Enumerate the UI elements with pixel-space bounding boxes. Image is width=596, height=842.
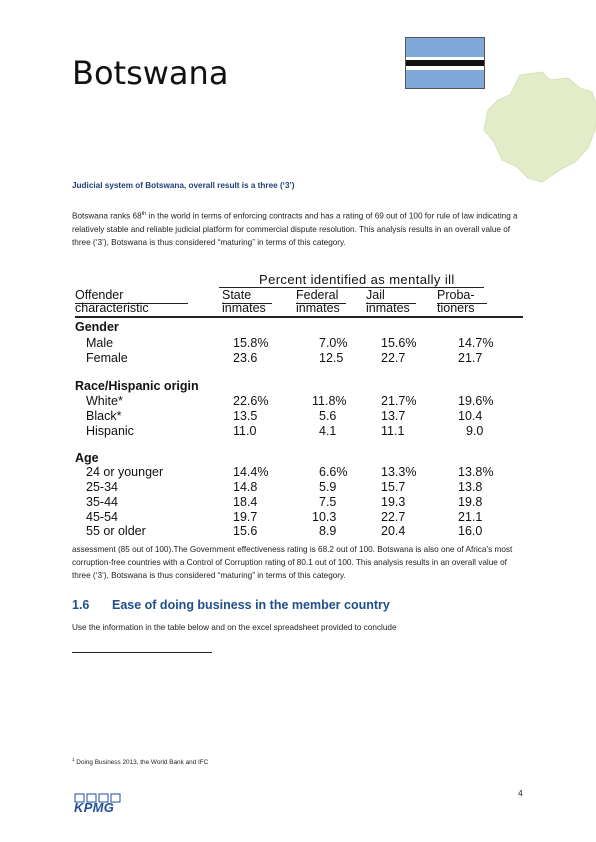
table-cell: 5.6 — [319, 409, 337, 423]
row-label: Female — [86, 351, 128, 365]
table-cell: 23.6 — [233, 351, 258, 365]
table-cell: 21.1 — [458, 510, 483, 524]
table-cell: 15.6% — [381, 336, 417, 350]
group-gender: Gender — [75, 320, 119, 334]
table-cell: 13.8% — [458, 465, 494, 479]
table-cell: 4.1 — [319, 424, 337, 438]
botswana-flag-icon — [405, 37, 485, 89]
table-cell: 15.8% — [233, 336, 269, 350]
subsection-heading: 1.6 Ease of doing business in the member … — [72, 598, 390, 612]
table-cell: 15.7 — [381, 480, 406, 494]
table-cell: 10.4 — [458, 409, 483, 423]
col-header-state: State inmates — [222, 288, 266, 315]
row-label: Male — [86, 336, 114, 350]
table-cell: 21.7% — [381, 394, 417, 408]
row-label: Hispanic — [86, 424, 134, 438]
table-super-header: Percent identified as mentally ill — [259, 272, 455, 287]
table-cell: 11.8% — [312, 394, 347, 408]
table-cell: 13.8 — [458, 480, 483, 494]
table-cell: 21.7 — [458, 351, 483, 365]
table-cell: 19.8 — [458, 495, 483, 509]
table-cell: 14.8 — [233, 480, 258, 494]
table-cell: 5.9 — [319, 480, 337, 494]
table-cell: 18.4 — [233, 495, 258, 509]
table-cell: 16.0 — [458, 524, 483, 538]
col-header-characteristic: Offender characteristic — [75, 288, 149, 315]
table-cell: 11.1 — [381, 424, 405, 438]
table-cell: 15.6 — [233, 524, 258, 538]
group-race: Race/Hispanic origin — [75, 379, 199, 393]
page-number: 4 — [518, 788, 523, 798]
table-cell: 6.6% — [319, 465, 348, 479]
table-cell: 9.0 — [466, 424, 484, 438]
row-label: 25-34 — [86, 480, 118, 494]
table-cell: 13.3% — [381, 465, 417, 479]
table-cell: 13.7 — [381, 409, 406, 423]
table-cell: 22.6% — [233, 394, 269, 408]
col-header-probationers: Proba-tioners — [437, 288, 475, 315]
table-cell: 20.4 — [381, 524, 406, 538]
table-cell: 10.3 — [312, 510, 337, 524]
footnote: 1 Doing Business 2013, the World Bank an… — [72, 757, 209, 767]
table-cell: 22.7 — [381, 510, 406, 524]
row-label: Black* — [86, 409, 122, 423]
table-cell: 19.3 — [381, 495, 406, 509]
subsection-text: Use the information in the table below a… — [72, 623, 397, 632]
table-cell: 22.7 — [381, 351, 406, 365]
government-paragraph: assessment (85 out of 100).The Governmen… — [72, 545, 513, 580]
row-label: 45-54 — [86, 510, 118, 524]
botswana-map-icon — [483, 71, 596, 183]
table-cell: 12.5 — [319, 351, 344, 365]
row-label: 35-44 — [86, 495, 118, 509]
col-header-jail: Jail inmates — [366, 288, 410, 315]
mental-illness-table: Percent identified as mentally ill Offen… — [66, 263, 534, 540]
row-label: White* — [86, 394, 123, 408]
table-cell: 19.7 — [233, 510, 258, 524]
table-cell: 14.7% — [458, 336, 494, 350]
country-title: Botswana — [72, 54, 229, 92]
table-cell: 7.0% — [319, 336, 348, 350]
group-age: Age — [75, 451, 99, 465]
table-cell: 11.0 — [233, 424, 257, 438]
row-label: 55 or older — [86, 524, 146, 538]
table-cell: 19.6% — [458, 394, 494, 408]
section-heading: Judicial system of Botswana, overall res… — [72, 181, 295, 190]
row-label: 24 or younger — [86, 465, 164, 479]
table-cell: 14.4% — [233, 465, 269, 479]
kpmg-logo: KPMG — [74, 793, 122, 815]
footnote-divider — [72, 652, 212, 653]
table-cell: 8.9 — [319, 524, 337, 538]
table-cell: 13.5 — [233, 409, 258, 423]
col-header-federal: Federal inmates — [296, 288, 340, 315]
judicial-paragraph: Botswana ranks 68th in the world in term… — [72, 211, 518, 247]
table-cell: 7.5 — [319, 495, 337, 509]
